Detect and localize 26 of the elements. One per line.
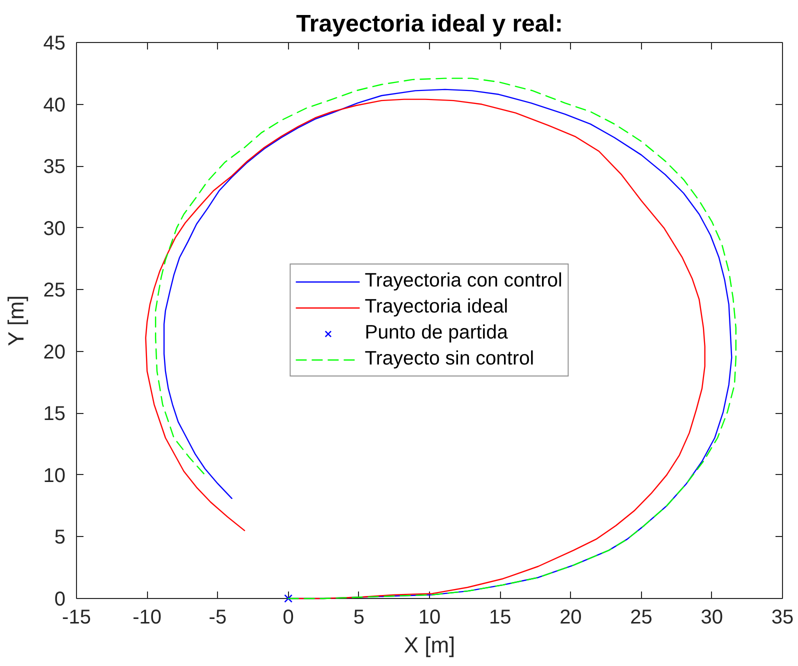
x-tick-label: 15 xyxy=(488,606,512,628)
x-tick-label: 30 xyxy=(700,606,724,628)
y-tick-label: 15 xyxy=(43,403,66,426)
x-tick-label: 25 xyxy=(630,606,652,628)
y-tick-label: 45 xyxy=(43,32,66,54)
y-tick-label: 20 xyxy=(43,341,66,364)
chart-title: Trayectoria ideal y real: xyxy=(296,10,563,38)
y-tick-label: 35 xyxy=(43,156,66,178)
x-tick-label: 20 xyxy=(560,606,582,628)
x-tick-label: 5 xyxy=(353,606,364,628)
x-tick-label: -10 xyxy=(132,606,162,628)
y-tick-label: 10 xyxy=(43,464,66,487)
legend-label: Punto de partida xyxy=(364,322,508,344)
x-tick-label: 0 xyxy=(282,606,294,628)
y-axis-title: Y [m] xyxy=(3,295,28,346)
y-tick-label: 25 xyxy=(43,280,66,302)
legend-label: Trayectoria ideal xyxy=(364,296,508,318)
x-axis-title: X [m] xyxy=(404,632,456,658)
x-tick-label: 35 xyxy=(771,606,794,628)
x-tick-label: 10 xyxy=(418,606,441,628)
legend-label: Trayectoria con control xyxy=(364,270,562,292)
y-tick-label: 40 xyxy=(43,94,66,116)
legend-label: Trayecto sin control xyxy=(364,348,534,370)
x-tick-label: -5 xyxy=(208,606,227,628)
y-tick-label: 30 xyxy=(43,218,66,240)
y-tick-label: 5 xyxy=(54,526,66,549)
